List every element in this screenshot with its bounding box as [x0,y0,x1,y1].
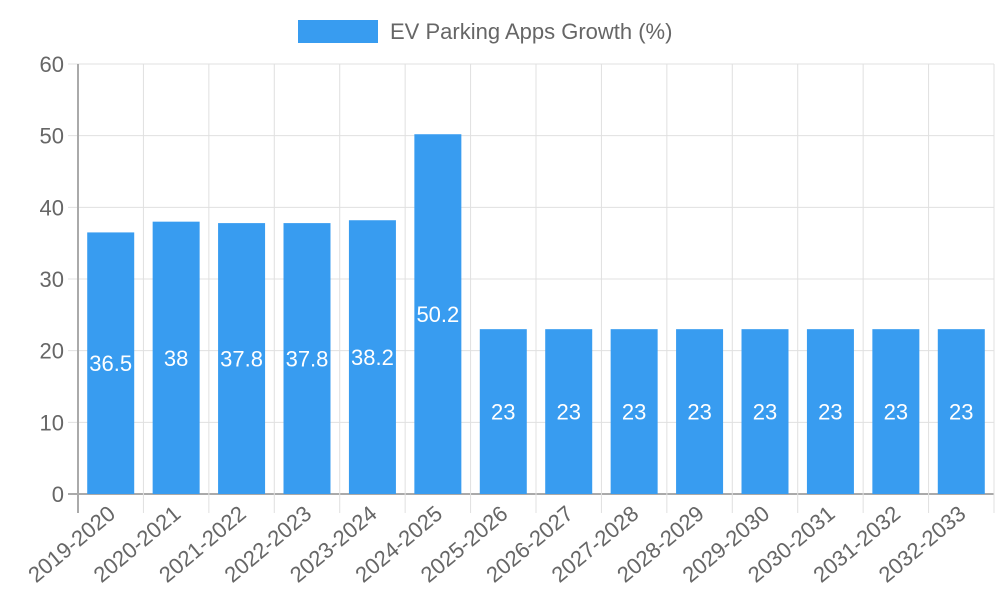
data-label: 36.5 [89,351,132,376]
y-tick-label: 40 [40,195,64,220]
data-label: 23 [491,400,515,425]
bar [348,220,396,494]
data-label: 37.8 [220,347,263,372]
y-tick-label: 50 [40,124,64,149]
bar [610,329,658,494]
bar [741,329,789,494]
data-label: 38.2 [351,345,394,370]
bar [479,329,527,494]
bar [872,329,920,494]
bar [218,223,266,494]
legend-label: EV Parking Apps Growth (%) [390,19,672,44]
bar [87,232,135,494]
y-tick-label: 20 [40,339,64,364]
legend: EV Parking Apps Growth (%) [298,19,672,44]
bar [545,329,593,494]
bar [806,329,854,494]
bar [283,223,331,494]
data-label: 50.2 [416,302,459,327]
data-label: 23 [949,400,973,425]
data-label: 37.8 [286,347,329,372]
data-label: 38 [164,346,188,371]
data-label: 23 [884,400,908,425]
bar [152,221,200,494]
data-label: 23 [556,400,580,425]
y-tick-label: 10 [40,410,64,435]
y-tick-label: 0 [52,482,64,507]
data-label: 23 [753,400,777,425]
data-label: 23 [687,400,711,425]
data-label: 23 [622,400,646,425]
y-tick-label: 60 [40,52,64,77]
bar [676,329,724,494]
bar [937,329,985,494]
legend-swatch [298,20,378,43]
bar [414,134,462,494]
y-tick-label: 30 [40,267,64,292]
data-label: 23 [818,400,842,425]
